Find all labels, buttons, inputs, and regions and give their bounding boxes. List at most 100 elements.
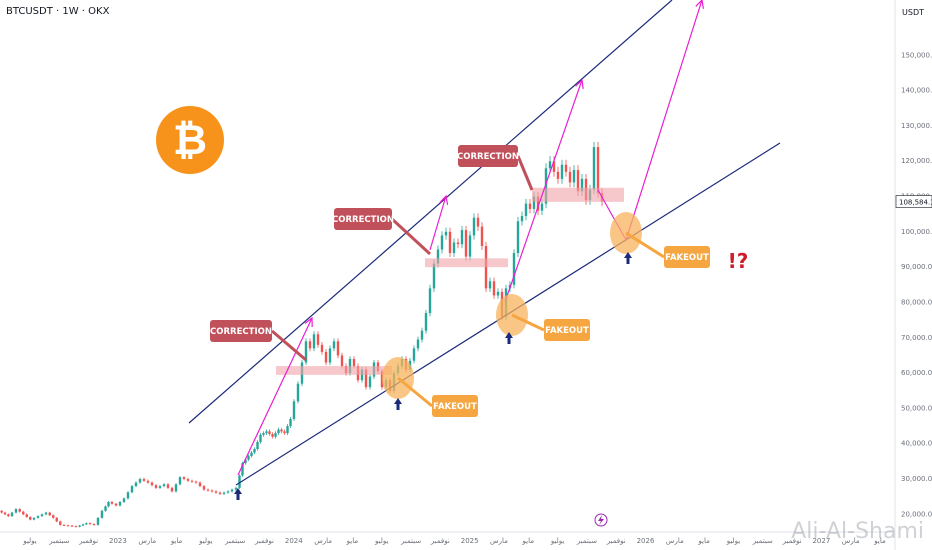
support-arrow-icon bbox=[505, 332, 513, 344]
x-tick-label: يوليو bbox=[374, 537, 388, 545]
candle-body bbox=[74, 526, 78, 528]
candle-body bbox=[283, 431, 286, 434]
candle-body bbox=[62, 524, 66, 526]
candle-body bbox=[214, 491, 218, 493]
candle-body bbox=[520, 215, 524, 222]
candle-body bbox=[174, 484, 178, 492]
candle-body bbox=[456, 242, 460, 245]
candle-body bbox=[572, 170, 576, 183]
candle-body bbox=[96, 517, 100, 525]
x-tick-label: يوليو bbox=[726, 537, 740, 545]
candle-body bbox=[150, 482, 154, 486]
candle-body bbox=[146, 480, 150, 483]
candle-body bbox=[340, 355, 344, 367]
candle-body bbox=[126, 492, 130, 499]
candle-body bbox=[182, 477, 186, 480]
candle-body bbox=[316, 334, 320, 345]
x-tick-label: مايو bbox=[170, 537, 183, 545]
candle-body bbox=[560, 164, 564, 179]
candle-body bbox=[496, 291, 500, 296]
candle-body bbox=[380, 371, 384, 388]
y-tick-label: 40,000.0 bbox=[901, 440, 932, 448]
projection-arrow bbox=[237, 317, 313, 476]
candle-body bbox=[472, 217, 476, 236]
correction-label: CORRECTION bbox=[210, 327, 272, 337]
candle-body bbox=[262, 433, 265, 435]
correction-zone bbox=[532, 187, 624, 202]
candle-body bbox=[476, 217, 480, 227]
support-arrow-icon bbox=[624, 252, 632, 264]
candle-body bbox=[320, 344, 324, 352]
candle-body bbox=[516, 221, 520, 254]
candle-body bbox=[18, 509, 21, 512]
candle-body bbox=[29, 516, 32, 520]
callouts: CORRECTION CORRECTION CORRECTION FAKEOUT FAK… bbox=[210, 145, 932, 527]
candle-body bbox=[364, 369, 368, 388]
candle-body bbox=[336, 341, 340, 356]
candle-body bbox=[528, 203, 532, 209]
correction-zone bbox=[425, 258, 508, 268]
author-watermark: Ali-Al-Shami bbox=[791, 519, 924, 544]
candle-body bbox=[596, 147, 600, 194]
candle-body bbox=[40, 514, 44, 517]
candle-body bbox=[324, 351, 328, 363]
lightning-icon-bolt bbox=[598, 515, 604, 525]
x-tick-label: نوفمبر bbox=[606, 537, 626, 545]
lightning-icon-circle bbox=[594, 513, 608, 527]
y-tick-label: 80,000.0 bbox=[901, 298, 932, 306]
candle-body bbox=[70, 525, 74, 527]
candle-body bbox=[104, 506, 107, 511]
candle-body bbox=[274, 433, 277, 437]
candle-body bbox=[480, 226, 484, 246]
y-tick-label: 140,000.0 bbox=[901, 87, 932, 95]
y-tick-label: 60,000.0 bbox=[901, 369, 932, 377]
candle-body bbox=[238, 475, 241, 488]
x-tick-label: نوفمبر bbox=[254, 537, 274, 545]
candle-body bbox=[256, 441, 259, 450]
candle-body bbox=[234, 487, 238, 490]
x-tick-label: يوليو bbox=[550, 537, 564, 545]
projection-arrowhead bbox=[304, 316, 313, 327]
fakeout-label: FAKEOUT bbox=[665, 253, 709, 263]
candle-body bbox=[576, 170, 580, 192]
x-tick-label: 2027 bbox=[812, 537, 830, 545]
candle-body bbox=[158, 486, 162, 488]
candle-body bbox=[277, 429, 280, 434]
fakeout-callout bbox=[664, 246, 710, 268]
x-tick-label: مايو bbox=[346, 537, 359, 545]
candle-body bbox=[328, 348, 332, 363]
fakeout-label: FAKEOUT bbox=[433, 402, 477, 412]
candle-body bbox=[178, 477, 182, 485]
candle-body bbox=[142, 479, 146, 481]
correction-pointer bbox=[390, 217, 432, 256]
x-tick-label: نوفمبر bbox=[78, 537, 98, 545]
candle-body bbox=[556, 171, 560, 179]
currency-label: USDT bbox=[902, 8, 924, 17]
candle-body bbox=[92, 524, 96, 526]
x-tick-label: سبتمبر bbox=[224, 537, 245, 545]
correction-pointer bbox=[271, 329, 307, 362]
candle-body bbox=[512, 253, 516, 285]
candle-body bbox=[436, 249, 440, 264]
candle-body bbox=[432, 263, 436, 289]
candle-body bbox=[420, 330, 424, 340]
candle-body bbox=[532, 196, 536, 209]
candle-body bbox=[259, 434, 262, 442]
candle-body bbox=[85, 523, 88, 525]
candle-body bbox=[286, 426, 289, 434]
candle-body bbox=[198, 482, 202, 487]
candle-body bbox=[452, 242, 456, 254]
candle-body bbox=[194, 481, 198, 483]
candle-body bbox=[428, 288, 432, 314]
candle-body bbox=[292, 401, 296, 420]
candle-body bbox=[81, 524, 85, 526]
x-tick-label: نوفمبر bbox=[430, 537, 450, 545]
candle-body bbox=[536, 196, 540, 211]
candle-body bbox=[114, 503, 118, 506]
candle-body bbox=[448, 231, 452, 254]
x-tick-label: يوليو bbox=[198, 537, 212, 545]
x-tick-label: 2025 bbox=[461, 537, 479, 545]
candle-body bbox=[138, 479, 142, 483]
